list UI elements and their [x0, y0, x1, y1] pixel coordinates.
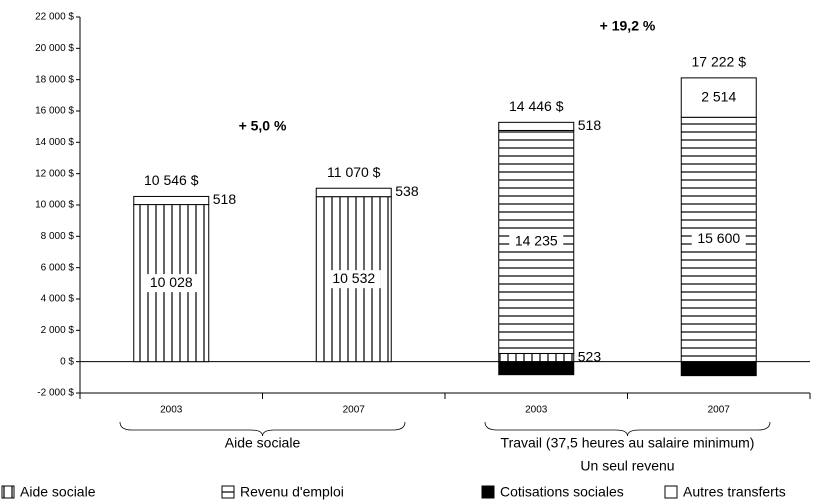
bar-segment: [498, 352, 575, 363]
y-tick-label: -2 000 $: [37, 388, 74, 399]
legend-label: Cotisations sociales: [500, 484, 624, 500]
x-tick-label: 2007: [708, 405, 731, 416]
bar-segment: [133, 195, 210, 206]
y-tick-label: 14 000 $: [35, 137, 74, 148]
bar-segment: [315, 187, 392, 198]
group-label: Travail (37,5 heures au salaire minimum): [501, 435, 755, 451]
y-tick-label: 10 000 $: [35, 200, 74, 211]
group-label: Aide sociale: [225, 435, 301, 451]
label-bg: [691, 88, 746, 107]
value-label: 518: [213, 191, 237, 207]
annotation: + 5,0 %: [239, 117, 287, 133]
y-tick-label: 6 000 $: [41, 262, 75, 273]
value-label: 538: [395, 183, 419, 199]
group-brace: [119, 421, 406, 437]
value-label: 14 235: [515, 233, 558, 249]
y-tick-label: 18 000 $: [35, 74, 74, 85]
legend-swatch: [481, 485, 495, 499]
total-label: 10 546 $: [144, 172, 199, 188]
y-tick-label: 2 000 $: [41, 325, 75, 336]
y-tick-label: 0 $: [60, 356, 74, 367]
y-tick-label: 8 000 $: [41, 231, 75, 242]
group-subtitle: Un seul revenu: [580, 458, 674, 474]
legend-label: Autres transferts: [683, 484, 786, 500]
x-tick-label: 2007: [343, 405, 366, 416]
value-label: 10 028: [150, 274, 193, 290]
legend-label: Aide sociale: [20, 484, 96, 500]
legend-swatch: [664, 485, 678, 499]
value-label: 523: [578, 348, 602, 364]
bar-segment: [680, 361, 757, 377]
group-brace: [484, 421, 771, 437]
label-bg: [144, 274, 199, 293]
total-label: 14 446 $: [509, 98, 564, 114]
value-label: 15 600: [697, 230, 740, 246]
label-bg: [509, 232, 564, 251]
y-tick-label: 4 000 $: [41, 294, 75, 305]
y-tick-label: 22 000 $: [35, 12, 74, 23]
total-label: 11 070 $: [327, 164, 381, 180]
label-bg: [691, 230, 746, 249]
bar-segment: [498, 121, 575, 131]
legend-swatch: [221, 485, 235, 499]
y-tick-label: 20 000 $: [35, 43, 74, 54]
x-tick-label: 2003: [160, 405, 183, 416]
x-tick-label: 2003: [525, 405, 548, 416]
value-label: 518: [578, 117, 602, 133]
legend-swatch: [1, 485, 15, 499]
label-bg: [326, 270, 381, 289]
total-label: 17 222 $: [692, 54, 747, 70]
y-tick-label: 16 000 $: [35, 106, 74, 117]
annotation: + 19,2 %: [600, 18, 656, 34]
legend-label: Revenu d'emploi: [240, 484, 344, 500]
value-label: 10 532: [332, 270, 375, 286]
bar-segment: [498, 361, 575, 376]
value-label: 2 514: [701, 88, 736, 104]
y-tick-label: 12 000 $: [35, 168, 74, 179]
